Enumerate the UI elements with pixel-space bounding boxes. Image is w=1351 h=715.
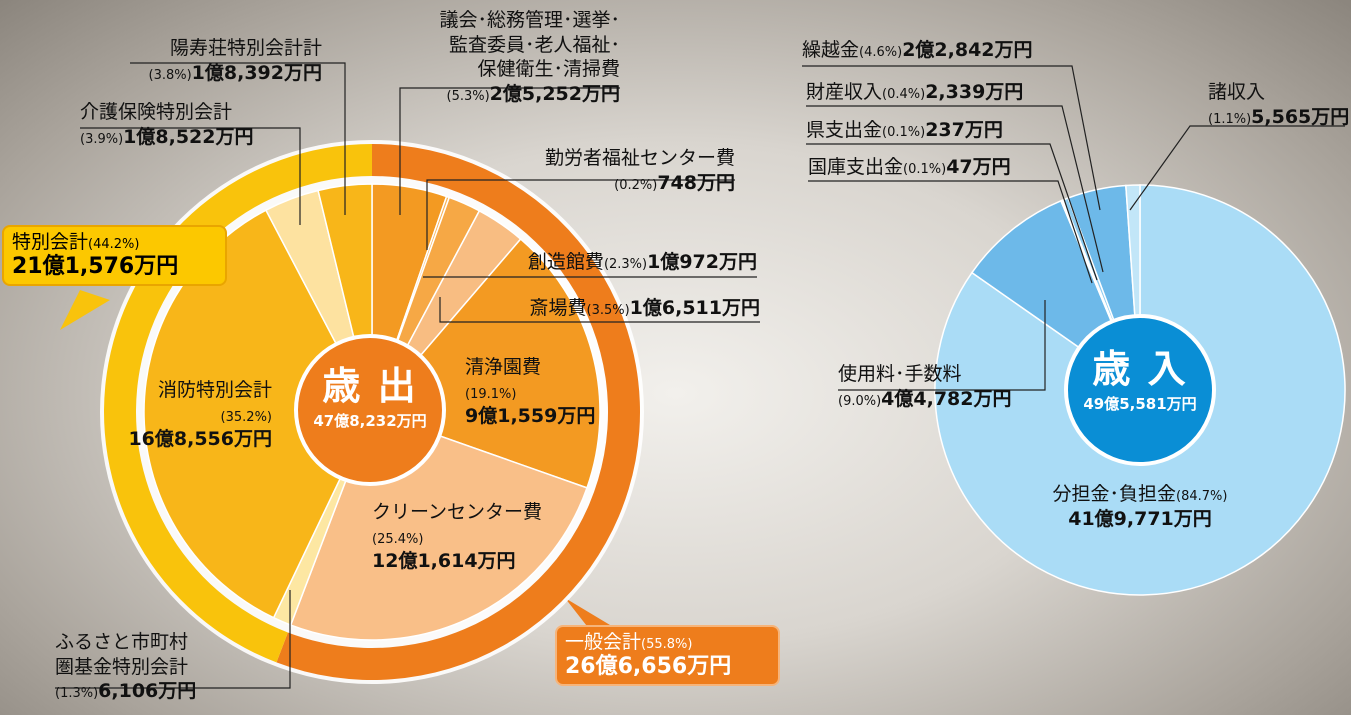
percent: (0.4%) bbox=[882, 87, 925, 102]
segment-label: 斎場費(3.5%)1億6,511万円 bbox=[529, 296, 760, 321]
amount: 237万円 bbox=[925, 119, 1003, 141]
segment-label: 陽寿荘特別会計計 (3.8%)1億8,392万円 bbox=[149, 36, 323, 85]
segment-label: 創造館費(2.3%)1億972万円 bbox=[528, 250, 757, 275]
segment-label: クリーンセンター費 (25.4%) 12億1,614万円 bbox=[372, 500, 542, 574]
category: 諸収入 bbox=[1208, 81, 1265, 103]
amount: 1億8,522万円 bbox=[123, 126, 253, 148]
category: 勤労者福祉センター費 bbox=[545, 147, 735, 169]
callout-tail bbox=[60, 290, 110, 330]
infographic: 特別会計(44.2%) 21億1,576万円 一般会計(55.8%) 26億6,… bbox=[0, 0, 1351, 715]
revenue-center: 歳 入 49億5,581万円 bbox=[1065, 338, 1215, 414]
segment-label: 勤労者福祉センター費 (0.2%)748万円 bbox=[545, 146, 735, 195]
amount: 2億5,252万円 bbox=[490, 83, 620, 105]
segment-label: 議会･総務管理･選挙･ 監査委員･老人福祉･ 保健衛生･清掃費 (5.3%)2億5… bbox=[439, 8, 620, 107]
percent: (19.1%) bbox=[465, 387, 516, 402]
amount: 6,106万円 bbox=[98, 680, 196, 702]
percent: (44.2%) bbox=[88, 237, 139, 252]
category: クリーンセンター費 bbox=[372, 501, 542, 523]
segment-label: 国庫支出金(0.1%)47万円 bbox=[808, 155, 1011, 180]
amount: 748万円 bbox=[657, 172, 735, 194]
percent: (55.8%) bbox=[641, 637, 692, 652]
amount: 4億4,782万円 bbox=[881, 388, 1011, 410]
percent: (1.3%) bbox=[55, 686, 98, 701]
percent: (9.0%) bbox=[838, 394, 881, 409]
percent: (35.2%) bbox=[221, 410, 272, 425]
segment-label: 県支出金(0.1%)237万円 bbox=[806, 118, 1003, 143]
percent: (3.5%) bbox=[587, 303, 630, 318]
segment-label: 財産収入(0.4%)2,339万円 bbox=[806, 80, 1023, 105]
percent: (84.7%) bbox=[1176, 489, 1227, 504]
amount: 2,339万円 bbox=[925, 81, 1023, 103]
category: 財産収入 bbox=[806, 81, 882, 103]
amount: 1億8,392万円 bbox=[192, 62, 322, 84]
category: 一般会計 bbox=[565, 631, 641, 653]
category: 国庫支出金 bbox=[808, 156, 903, 178]
amount: 47万円 bbox=[946, 156, 1010, 178]
amount: 41億9,771万円 bbox=[1068, 508, 1212, 530]
category: 清浄園費 bbox=[465, 356, 541, 378]
segment-label: 清浄園費 (19.1%) 9億1,559万円 bbox=[465, 355, 595, 429]
amount: 5,565万円 bbox=[1251, 106, 1349, 128]
category: 陽寿荘特別会計計 bbox=[170, 37, 322, 59]
segment-label: 使用料･手数料 (9.0%)4億4,782万円 bbox=[838, 362, 1012, 411]
category: 分担金･負担金 bbox=[1053, 483, 1177, 505]
percent: (2.3%) bbox=[604, 257, 647, 272]
percent: (3.8%) bbox=[149, 68, 192, 83]
center-total: 49億5,581万円 bbox=[1065, 393, 1215, 414]
percent: (5.3%) bbox=[447, 89, 490, 104]
percent: (3.9%) bbox=[80, 132, 123, 147]
category: 創造館費 bbox=[528, 251, 604, 273]
percent: (0.1%) bbox=[903, 162, 946, 177]
amount: 21億1,576万円 bbox=[12, 254, 217, 280]
amount: 1億6,511万円 bbox=[630, 297, 760, 319]
amount: 16億8,556万円 bbox=[128, 428, 272, 450]
center-total: 47億8,232万円 bbox=[295, 410, 445, 431]
category: 介護保険特別会計 bbox=[80, 101, 232, 123]
percent: (0.2%) bbox=[614, 178, 657, 193]
category: 議会･総務管理･選挙･ 監査委員･老人福祉･ 保健衛生･清掃費 bbox=[439, 9, 620, 80]
center-title: 歳 出 bbox=[295, 355, 445, 410]
category: ふるさと市町村 圏基金特別会計 bbox=[55, 631, 188, 678]
segment-label: 消防特別会計 (35.2%) 16億8,556万円 bbox=[128, 378, 272, 452]
percent: (4.6%) bbox=[859, 45, 902, 60]
amount: 1億972万円 bbox=[647, 251, 757, 273]
category: 繰越金 bbox=[802, 39, 859, 61]
amount: 2億2,842万円 bbox=[902, 39, 1032, 61]
percent: (0.1%) bbox=[882, 125, 925, 140]
segment-label: ふるさと市町村 圏基金特別会計 (1.3%)6,106万円 bbox=[55, 630, 196, 704]
segment-label: 介護保険特別会計 (3.9%)1億8,522万円 bbox=[80, 100, 254, 149]
category: 県支出金 bbox=[806, 119, 882, 141]
percent: (1.1%) bbox=[1208, 112, 1251, 127]
category: 使用料･手数料 bbox=[838, 363, 962, 385]
special-account-box: 特別会計(44.2%) 21億1,576万円 bbox=[2, 225, 227, 286]
category: 特別会計 bbox=[12, 231, 88, 253]
percent: (25.4%) bbox=[372, 532, 423, 547]
segment-label: 諸収入 (1.1%)5,565万円 bbox=[1208, 80, 1349, 129]
general-account-box: 一般会計(55.8%) 26億6,656万円 bbox=[555, 625, 780, 686]
center-title: 歳 入 bbox=[1065, 338, 1215, 393]
segment-label: 分担金･負担金(84.7%) 41億9,771万円 bbox=[1025, 482, 1255, 531]
amount: 9億1,559万円 bbox=[465, 405, 595, 427]
amount: 26億6,656万円 bbox=[565, 654, 770, 680]
expenditure-center: 歳 出 47億8,232万円 bbox=[295, 355, 445, 431]
segment-label: 繰越金(4.6%)2億2,842万円 bbox=[802, 38, 1033, 63]
amount: 12億1,614万円 bbox=[372, 550, 516, 572]
category: 斎場費 bbox=[529, 297, 586, 319]
category: 消防特別会計 bbox=[158, 379, 272, 401]
